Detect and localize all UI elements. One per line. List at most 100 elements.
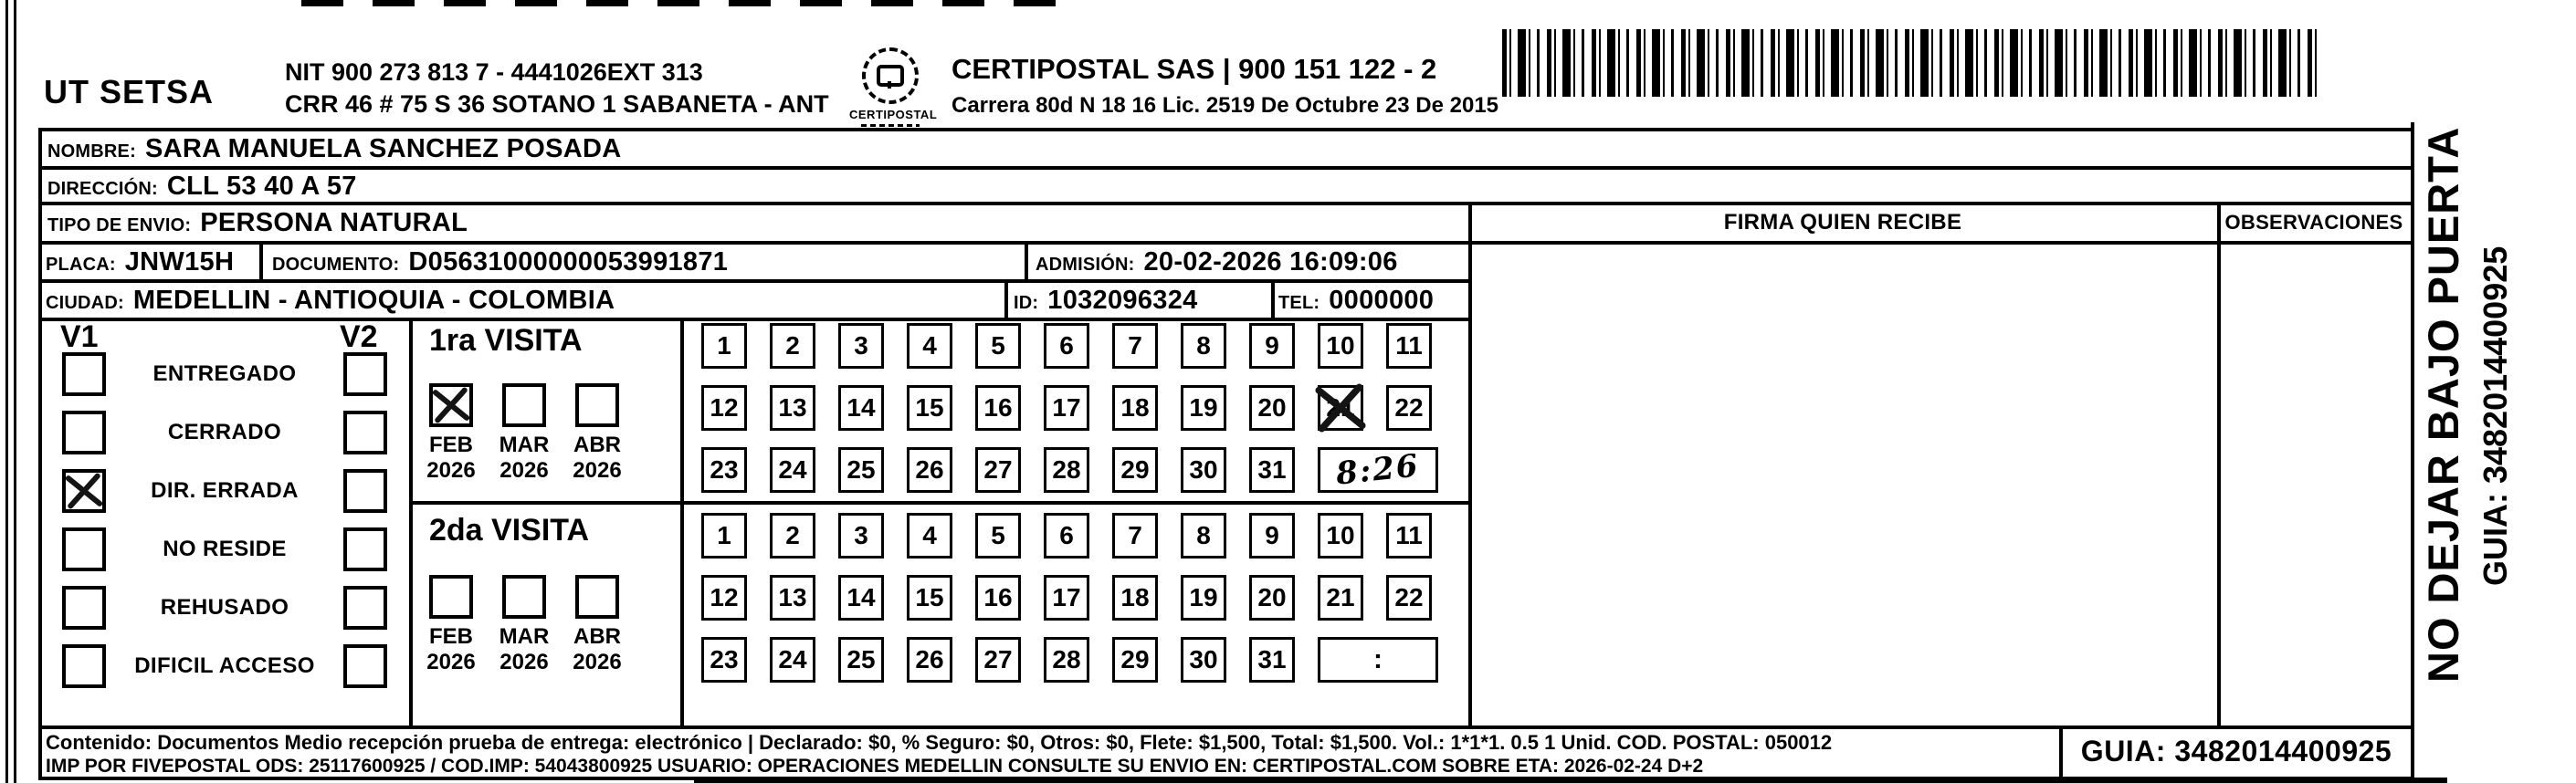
- day-box: 17: [1044, 385, 1089, 431]
- month-checkbox: [575, 383, 619, 427]
- status-option-label: NO RESIDE: [163, 537, 287, 561]
- field-ciudad: CIUDAD: MEDELLIN - ANTIOQUIA - COLOMBIA: [46, 286, 615, 316]
- day-box: 27: [975, 447, 1021, 493]
- second-visit-day-grid: 1 2 3 4 5 6 7 8 9 10 11 12 13 14 15 16 17 18 19 20 21 22 23 24 2…: [701, 513, 1438, 683]
- scan-top-artifact: [301, 0, 1059, 6]
- status-row: ENTREGADO: [42, 352, 407, 396]
- day-row: 1 2 3 4 5 6 7 8 9 10 11: [701, 513, 1438, 559]
- first-visit-day-grid: 1 2 3 4 5 6 7 8 9 10 11 12 13 14 15 16 17 18 19 20 21 22 23 24 2…: [701, 323, 1438, 493]
- status-row: DIFICIL ACCESO: [42, 644, 407, 688]
- certipostal-logo-glyph-icon: [877, 65, 904, 89]
- handwritten-x-mark: [433, 387, 469, 423]
- v1-checkbox: [62, 586, 106, 630]
- v2-checkbox: [343, 411, 387, 454]
- day-box: 20: [1249, 575, 1295, 621]
- day-box: 4: [907, 323, 952, 369]
- day-row: 1 2 3 4 5 6 7 8 9 10 11: [701, 323, 1438, 369]
- status-option-label: REHUSADO: [160, 595, 289, 620]
- sender-nit-line1: NIT 900 273 813 7 - 4441026EXT 313: [285, 58, 703, 86]
- footer-import-line: IMP POR FIVEPOSTAL ODS: 25117600925 / CO…: [46, 756, 1704, 777]
- v2-column-header: V2: [340, 319, 378, 354]
- day-box: 6: [1044, 323, 1089, 369]
- day-box: 16: [975, 385, 1021, 431]
- id-label: ID:: [1014, 293, 1039, 313]
- day-box: 13: [770, 385, 815, 431]
- day-box: 23: [701, 447, 747, 493]
- day-box: 5: [975, 513, 1021, 559]
- day-box: 10: [1318, 513, 1363, 559]
- tipo-envio-label: TIPO DE ENVIO:: [47, 215, 192, 235]
- side-guia-number: GUIA: 3482014400925: [2476, 245, 2514, 586]
- ciudad-label: CIUDAD:: [46, 293, 124, 313]
- day-box: 21: [1318, 575, 1363, 621]
- side-warning-text: NO DEJAR BAJO PUERTA: [2419, 126, 2467, 683]
- v1-column-header: V1: [60, 319, 99, 354]
- documento-value: D05631000000053991871: [408, 247, 729, 277]
- day-box: 7: [1112, 513, 1158, 559]
- day-row: 23 24 25 26 27 28 29 30 31:: [701, 637, 1438, 683]
- certipostal-logo-ring-icon: [862, 47, 919, 104]
- firma-area: [1472, 245, 2213, 722]
- status-row: NO RESIDE: [42, 527, 407, 571]
- field-direccion: DIRECCIÓN: CLL 53 40 A 57: [47, 172, 357, 202]
- scan-edge-line-outer: [5, 0, 8, 783]
- first-visit-title: 1ra VISITA: [429, 323, 583, 358]
- sender-company: UT SETSA: [44, 73, 215, 110]
- day-box: 28: [1044, 637, 1089, 683]
- v2-checkbox: [343, 586, 387, 630]
- day-box: 22: [1386, 575, 1432, 621]
- month-checkbox: [575, 575, 619, 619]
- month-option: MAR 2026: [495, 383, 553, 484]
- day-box: 23: [701, 637, 747, 683]
- v1-checkbox: [62, 352, 106, 396]
- nombre-label: NOMBRE:: [47, 141, 136, 162]
- v1-checkbox: [62, 644, 106, 688]
- day-box: 28: [1044, 447, 1089, 493]
- day-box: 11: [1386, 323, 1432, 369]
- month-year: 2026: [573, 458, 622, 483]
- day-box: 31: [1249, 637, 1295, 683]
- certipostal-logo: CERTIPOSTAL: [849, 47, 938, 127]
- month-year: 2026: [499, 458, 549, 483]
- day-box: 20: [1249, 385, 1295, 431]
- day-box: 14: [838, 385, 884, 431]
- month-option: FEB 2026: [422, 383, 480, 484]
- day-box: 8: [1181, 513, 1226, 559]
- time-box: :: [1318, 637, 1438, 683]
- day-box: 24: [770, 637, 815, 683]
- day-box: 14: [838, 575, 884, 621]
- day-box: 12: [701, 385, 747, 431]
- day-row: 23 24 25 26 27 28 29 30 31 8:26: [701, 447, 1438, 493]
- carrier-info: CERTIPOSTAL SAS | 900 151 122 - 2 Carrer…: [952, 53, 1498, 119]
- month-checkbox: [502, 383, 546, 427]
- direccion-value: CLL 53 40 A 57: [166, 172, 357, 201]
- v2-checkbox: [343, 527, 387, 571]
- id-value: 1032096324: [1047, 286, 1198, 315]
- carrier-address-license: Carrera 80d N 18 16 Lic. 2519 De Octubre…: [952, 93, 1499, 118]
- day-box: 4: [907, 513, 952, 559]
- scan-edge-line-inner: [14, 0, 16, 783]
- month-option: MAR 2026: [495, 575, 553, 675]
- handwritten-x-mark: [1316, 383, 1366, 433]
- carrier-name-nit: CERTIPOSTAL SAS | 900 151 122 - 2: [952, 53, 1437, 85]
- certipostal-logo-text: CERTIPOSTAL: [849, 108, 938, 121]
- v1-checkbox: [62, 527, 106, 571]
- admision-label: ADMISIÓN:: [1036, 255, 1135, 275]
- day-box: 12: [701, 575, 747, 621]
- day-box: 5: [975, 323, 1021, 369]
- day-box: 15: [907, 385, 952, 431]
- day-box: 16: [975, 575, 1021, 621]
- day-box: 21: [1318, 385, 1363, 431]
- month-checkbox: [429, 575, 473, 619]
- time-box: 8:26: [1318, 447, 1438, 493]
- day-box: 1: [701, 323, 747, 369]
- day-box: 10: [1318, 323, 1363, 369]
- day-box: 26: [907, 637, 952, 683]
- day-box: 29: [1112, 447, 1158, 493]
- day-box: 17: [1044, 575, 1089, 621]
- month-year: 2026: [426, 650, 476, 674]
- footer-content-line: Contenido: Documentos Medio recepción pr…: [46, 731, 1833, 754]
- field-admision: ADMISIÓN: 20-02-2026 16:09:06: [1036, 247, 1398, 277]
- day-box: 13: [770, 575, 815, 621]
